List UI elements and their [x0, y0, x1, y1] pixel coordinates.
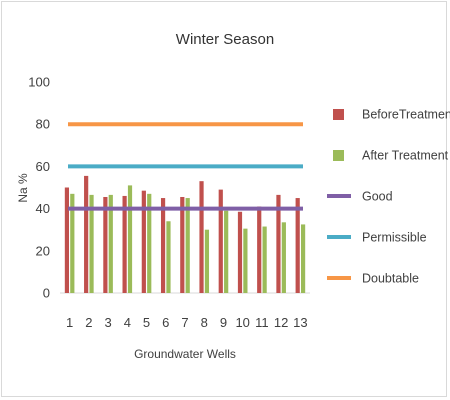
x-tick-label: 5: [143, 315, 150, 330]
y-tick-label: 20: [36, 243, 50, 258]
x-tick-label: 8: [201, 315, 208, 330]
bar-before-6: [160, 198, 166, 293]
legend-label-permissible: Permissible: [362, 231, 427, 245]
x-tick-label: 11: [255, 315, 269, 330]
chart-title: Winter Season: [176, 31, 274, 48]
y-axis-label: Na %: [16, 173, 30, 203]
y-tick-label: 0: [43, 286, 50, 301]
x-tick-label: 12: [274, 315, 288, 330]
bar-before-1: [64, 187, 70, 293]
y-tick-label: 100: [28, 75, 50, 90]
bar-after-6: [166, 221, 171, 293]
y-tick-label: 80: [36, 117, 50, 132]
bar-before-4: [122, 195, 127, 293]
bar-after-13: [300, 224, 306, 293]
bar-after-3: [108, 194, 113, 293]
bar-after-1: [70, 193, 75, 293]
x-tick-label: 3: [104, 315, 111, 330]
bar-after-10: [243, 228, 248, 293]
bar-before-2: [84, 175, 89, 293]
bar-after-5: [147, 193, 152, 293]
reference-lines: [68, 122, 303, 211]
legend-label-good: Good: [362, 190, 393, 204]
x-tick-label: 6: [162, 315, 169, 330]
bar-after-4: [127, 185, 133, 293]
x-tick-label: 2: [85, 315, 92, 330]
legend-label-doubtable: Doubtable: [362, 272, 419, 286]
legend-label-after-treatment: After Treatment: [362, 149, 449, 163]
bar-after-9: [224, 210, 229, 293]
bar-before-13: [295, 198, 300, 293]
x-tick-label: 7: [181, 315, 188, 330]
x-tick-label: 1: [66, 315, 73, 330]
bar-after-2: [89, 194, 94, 293]
x-axis-ticks: 1 2 3 4 5 6 7 8 9 10 11 12 13: [66, 315, 308, 330]
x-axis-label: Groundwater Wells: [134, 347, 236, 361]
bar-after-7: [185, 198, 190, 293]
bar-before-12: [276, 194, 281, 293]
bar-before-8: [199, 181, 204, 293]
bar-before-11: [257, 206, 262, 293]
legend: BeforeTreatment After Treatment Good Permis…: [327, 108, 450, 286]
y-tick-label: 40: [36, 201, 50, 216]
bar-before-7: [180, 196, 185, 293]
bars: [64, 175, 306, 293]
x-tick-label: 10: [235, 315, 249, 330]
bar-before-10: [237, 211, 243, 293]
bar-before-5: [141, 190, 146, 293]
bar-after-8: [204, 229, 210, 293]
legend-swatch-beforetreatment: [333, 109, 344, 120]
bar-before-9: [218, 189, 223, 293]
legend-label-beforetreatment: BeforeTreatment: [362, 108, 450, 122]
x-tick-label: 4: [124, 315, 131, 330]
bar-before-3: [103, 196, 108, 293]
x-tick-label: 13: [293, 315, 307, 330]
y-axis-ticks: 0 20 40 60 80 100: [28, 75, 50, 301]
bar-after-11: [262, 226, 267, 293]
legend-swatch-after-treatment: [333, 150, 344, 161]
bar-after-12: [281, 222, 286, 293]
x-tick-label: 9: [220, 315, 227, 330]
y-tick-label: 60: [36, 159, 50, 174]
